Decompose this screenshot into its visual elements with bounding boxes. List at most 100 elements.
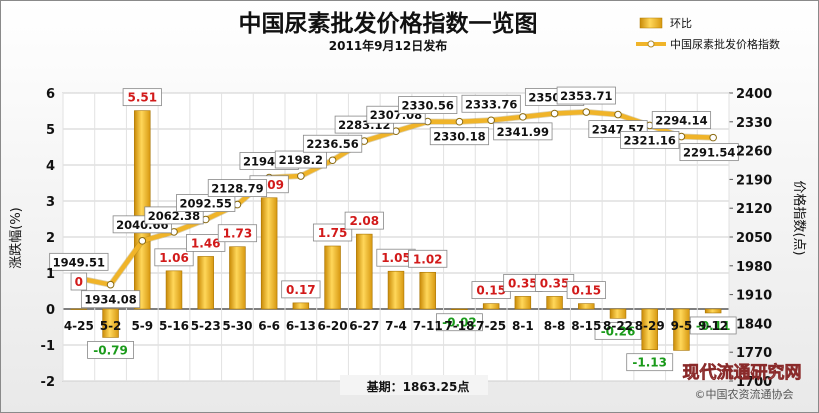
line-value-box [620,131,680,149]
chart-title: 中国尿素批发价格指数一览图 [239,10,538,37]
line-value-box [176,194,236,212]
bar [451,308,468,311]
line-value-label: 2294.14 [651,111,712,129]
bar-value-text: 5.51 [127,91,157,105]
bar-value-label: -0.02 [436,313,483,332]
bar-value-box [281,280,321,299]
line-value-text: 2294.14 [655,114,707,128]
x-tick-label: 7-11 [413,319,443,333]
bar-value-label: 2.08 [344,211,384,230]
line-value-box [461,94,521,113]
line-value-text: 2321.16 [624,133,676,147]
line-value-label: 2236.56 [302,134,363,153]
x-tick-label: 6-13 [286,319,316,333]
line-value-box [651,111,712,129]
bar-value-box [626,353,674,372]
x-tick-label: 8-29 [635,319,665,333]
x-tick-label: 8-22 [603,319,633,333]
x-tick-label: 8-1 [512,319,534,333]
line-value-text: 2291.54 [683,146,735,160]
y-axis-left-ticks: -2 -1 0 1 2 3 4 5 6 [41,87,55,390]
legend-marker-line [647,40,655,48]
y-left-tick-label: 0 [46,303,55,318]
bar-value-label: 1.02 [408,249,448,268]
line-point [614,110,622,119]
line-value-box [556,86,616,105]
bar-value-text: 0.35 [540,276,570,290]
line-value-text: 2092.55 [180,196,232,210]
bar-labels: 0-0.795.511.061.461.733.090.171.752.081.… [70,88,737,372]
line-value-box [80,290,141,309]
bar [292,302,310,310]
bar [546,296,563,310]
x-tick-label: 5-30 [222,319,252,333]
bar-value-label: -0.26 [594,321,642,340]
line-point [519,113,527,121]
line-value-box [49,252,109,271]
x-tick-label: 5-16 [159,319,189,333]
x-tick-label: 5-2 [100,319,122,333]
base-period-note: 基期：1863.25点 [366,379,470,394]
bar-value-label: -1.13 [626,353,674,372]
x-tick-label: 7-18 [444,319,474,333]
bar-value-label: 1.06 [154,248,194,267]
x-tick-label: 4-25 [64,319,94,333]
y-left-tick-label: 4 [46,159,55,174]
line-value-label: 2330.56 [398,96,458,114]
bar-series [70,110,722,351]
bar [324,245,341,310]
line-series [75,108,717,289]
line-point [106,280,115,289]
y-right-tick-label: 1770 [736,346,772,361]
y-left-tick-label: -2 [41,375,55,390]
bar-value-box [436,313,483,332]
x-tick-label: 6-27 [349,319,379,333]
bar-value-label: 0 [70,272,88,291]
bar-value-label: -0.11 [689,316,737,335]
bar [356,233,373,310]
bar-value-text: 0.15 [571,284,601,298]
bar-value-text: 1.75 [318,226,348,240]
bar-value-box [344,211,384,230]
line-value-box [274,150,327,169]
x-tick-label: 8-15 [571,319,601,333]
y-left-tick-label: 5 [46,123,55,138]
x-tick-label: 9-5 [671,319,693,333]
bar-value-text: -0.11 [696,319,731,333]
bar-value-label: 0.15 [471,281,511,300]
bar [165,270,183,310]
line-value-text: 2198.2 [279,153,323,167]
bar-value-text: -0.26 [601,324,636,338]
x-tick-label: 5-23 [191,319,221,333]
x-tick-label: 6-20 [318,319,348,333]
legend-label-bar: 环比 [670,17,692,30]
line-value-label: 2333.76 [461,94,521,113]
line-value-box [493,122,553,141]
bar-value-label: 1.46 [186,234,226,252]
bar [704,308,722,314]
bar [197,256,214,310]
line-point [550,109,559,118]
line-labels: 1949.511934.082040.662062.382092.552128.… [49,86,739,309]
chart-subtitle: 2011年9月12日发布 [329,38,447,53]
bar-value-box [87,341,134,359]
line-point [297,172,305,180]
x-axis-ticks: 4-25 5-2 5-9 5-16 5-23 5-30 6-6 6-13 6-20 6-27 7-4… [64,319,728,333]
bar [70,308,88,310]
line-value-label: 1934.08 [80,290,141,309]
bar-value-text: 1.05 [381,251,411,265]
bar-value-text: 0.35 [508,276,538,290]
line-value-label: 1949.51 [49,252,109,271]
line-value-text: 2128.79 [211,182,263,196]
watermark-logo-text: 现代流通研究网 [683,362,802,383]
y-left-tick-label: 3 [46,195,55,210]
bar [419,271,436,310]
line-value-label: 2291.54 [679,143,739,162]
y-left-tick-label: 1 [46,267,55,282]
y-right-tick-label: 2330 [736,116,772,131]
line-value-box [207,179,268,197]
line-value-label: 2341.99 [493,122,553,141]
x-tick-label: 6-6 [258,319,280,333]
line-value-box [302,134,363,153]
legend-swatch-bar [639,17,663,29]
